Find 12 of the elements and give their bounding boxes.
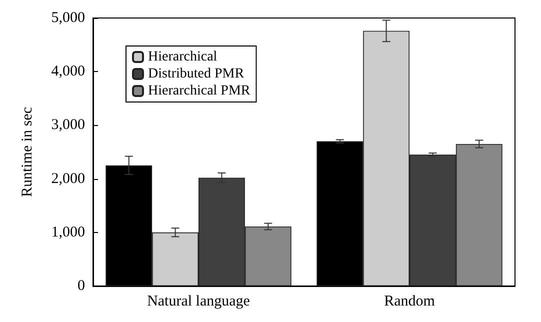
y-tick-label: 1,000 (51, 224, 85, 240)
y-tick-label: 4,000 (51, 64, 85, 80)
legend-label: Hierarchical PMR (148, 84, 251, 98)
y-tick-label: 3,000 (51, 117, 85, 134)
x-tick-label: Random (384, 294, 436, 310)
legend-label: Hierarchical (148, 50, 218, 64)
y-axis-title: Runtime in sec (20, 106, 36, 197)
y-tick-label: 2,000 (51, 170, 85, 187)
x-tick-label: Natural language (147, 294, 250, 310)
legend-label: Distributed PMR (148, 66, 245, 82)
y-tick-label: 5,000 (51, 10, 85, 26)
y-tick-label: 0 (78, 278, 85, 294)
